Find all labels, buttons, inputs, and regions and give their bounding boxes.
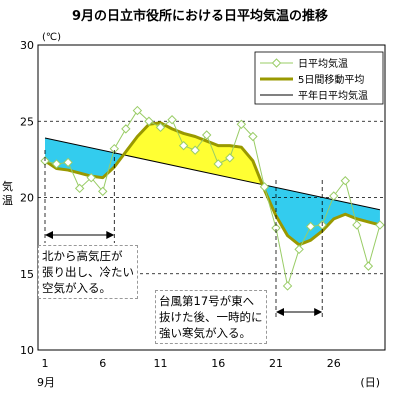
data-point-daily-mean [51,159,62,169]
legend-label: 平年日平均気温 [298,89,368,102]
y-unit-label: (℃) [42,32,61,43]
x-tick-label: 6 [99,357,106,370]
data-point-daily-mean [63,157,73,168]
data-point-daily-mean [144,116,154,126]
data-point-daily-mean [340,176,351,186]
data-point-daily-mean [155,122,166,133]
data-point-daily-mean [352,220,362,230]
data-point-daily-mean [236,119,247,130]
below-normal-area [45,138,124,178]
legend-label: 5日間移動平均 [298,73,364,86]
data-point-daily-mean [190,145,200,155]
above-normal-area [123,122,263,185]
y-tick-label: 20 [20,192,34,205]
x-tick-label: 26 [327,357,341,370]
x-month-label: 9月 [37,376,55,389]
data-point-daily-mean [282,281,293,291]
chart-title: 9月の日立市役所における日平均気温の推移 [72,8,328,24]
x-tick-label: 21 [269,357,283,370]
y-tick-label: 10 [20,344,34,357]
data-point-daily-mean [132,105,143,116]
annotation-typhoon-range-arrowhead-right [314,308,323,316]
x-tick-label: 1 [42,357,49,370]
series-line-normal [44,137,381,211]
data-point-daily-mean [201,130,212,140]
x-tick-label: 16 [211,357,225,370]
data-point-daily-mean [259,182,270,192]
annotation-typhoon-range-arrowhead-left [276,308,284,316]
x-tick-label: 11 [154,357,168,370]
data-point-daily-mean [225,153,235,163]
y-tick-label: 30 [20,39,34,52]
annotation-cold-high-range-arrowhead-left [45,231,53,239]
annotation-cold-high-range-arrowhead-right [106,231,115,239]
data-point-daily-mean [363,261,374,271]
data-point-daily-mean [178,140,189,151]
data-point-daily-mean [329,191,339,201]
data-point-daily-mean [74,183,85,194]
y-tick-label: 15 [20,268,34,281]
y-axis-label-char: 気 [2,179,13,193]
annotation-typhoon: 台風第17号が東へ 抜けた後、一時的に 強い寒気が入る。 [155,290,267,344]
y-tick-label: 25 [20,115,34,128]
x-unit-label: (日) [360,376,380,389]
plot-frame [37,44,386,351]
series-line-moving-average [44,121,381,247]
data-point-daily-mean [375,220,385,230]
data-point-daily-mean [294,244,304,255]
data-point-daily-mean [305,221,316,232]
data-point-daily-mean [248,131,258,142]
data-point-daily-mean [121,124,131,134]
legend-label: 日平均気温 [298,57,348,70]
y-axis-label-char: 温 [2,194,13,207]
below-normal-area [262,184,380,245]
legend-marker [271,58,282,68]
data-point-daily-mean [213,159,223,169]
data-point-daily-mean [86,172,96,183]
data-point-daily-mean [98,186,108,197]
annotation-cold-high: 北から高気圧が 張り出し、冷たい 空気が入る。 [38,245,138,299]
data-point-daily-mean [167,115,177,125]
